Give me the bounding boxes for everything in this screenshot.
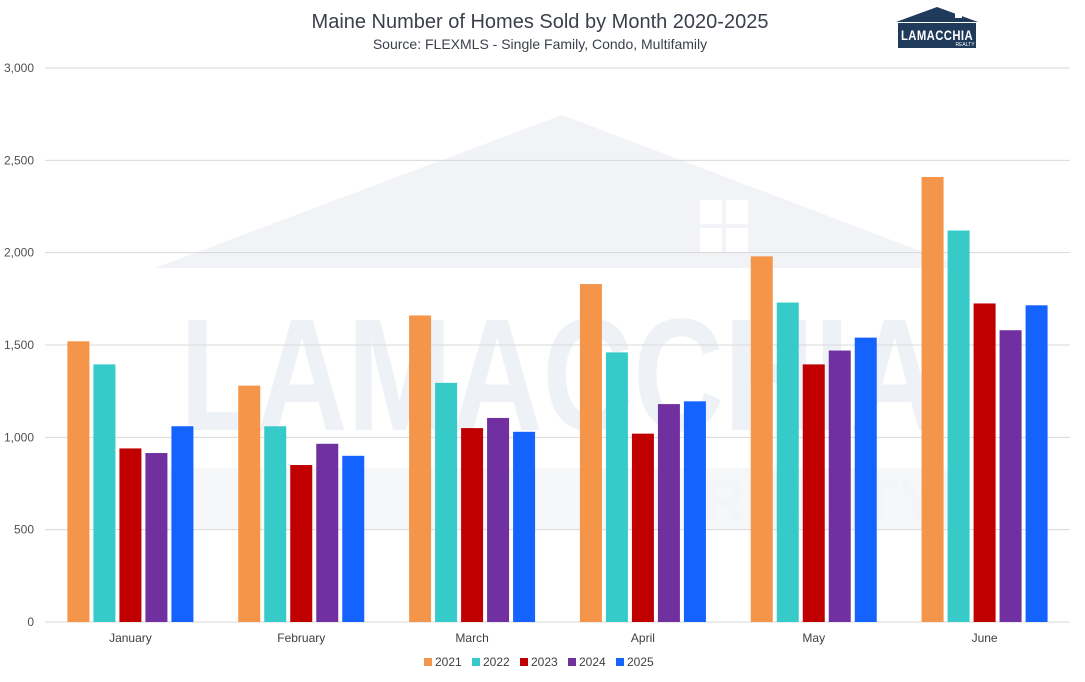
bar-2025-june (1025, 305, 1048, 622)
bar-2024-may (828, 350, 851, 622)
bar-2025-february (342, 455, 365, 622)
bar-2021-march (409, 315, 432, 622)
legend: 2021 2022 2023 2024 2025 (424, 655, 654, 669)
x-axis: January February March April May June (109, 631, 998, 645)
bar-2022-april (605, 352, 628, 622)
bar-2024-june (999, 330, 1022, 622)
bar-2021-may (750, 256, 773, 622)
y-tick-label: 2,500 (4, 153, 34, 167)
bar-2023-march (461, 428, 484, 622)
x-tick-label: April (631, 631, 655, 645)
y-tick-label: 2,000 (4, 246, 34, 260)
watermark-roof (155, 115, 965, 268)
bar-2021-june (921, 176, 944, 622)
legend-label-2023: 2023 (531, 655, 558, 669)
legend-label-2022: 2022 (483, 655, 510, 669)
chart-title: Maine Number of Homes Sold by Month 2020… (312, 11, 769, 33)
legend-swatch-2022 (472, 658, 480, 666)
bar-2024-january (145, 453, 168, 622)
bar-2023-january (119, 448, 142, 622)
bar-2021-january (67, 341, 90, 622)
x-tick-label: February (277, 631, 325, 645)
bar-2022-february (264, 426, 287, 622)
bar-2024-april (657, 404, 680, 622)
y-axis: 0 500 1,000 1,500 2,000 2,500 3,000 (4, 61, 34, 629)
y-tick-label: 3,000 (4, 61, 34, 75)
legend-label-2024: 2024 (579, 655, 606, 669)
legend-label-2021: 2021 (435, 655, 462, 669)
bar-2025-april (683, 401, 706, 622)
bars-layer (67, 176, 1048, 623)
logo-window-icon (955, 11, 962, 18)
watermark-window-bar-h (700, 224, 748, 228)
legend-swatch-2021 (424, 658, 432, 666)
x-tick-label: May (802, 631, 825, 645)
bar-2021-february (238, 385, 261, 622)
bar-2025-may (854, 337, 877, 622)
x-tick-label: June (972, 631, 998, 645)
y-tick-label: 0 (27, 615, 34, 629)
bar-2023-february (290, 465, 313, 622)
logo-brand: LAMACCHIA (901, 27, 973, 43)
y-tick-label: 1,000 (4, 430, 34, 444)
x-tick-label: January (109, 631, 152, 645)
bar-2025-march (513, 431, 536, 622)
bar-2023-april (631, 433, 654, 622)
bar-2022-march (435, 382, 458, 622)
grid-layer (45, 67, 1070, 623)
brand-logo: LAMACCHIA REALTY (896, 7, 978, 48)
bar-2025-january (171, 426, 194, 622)
logo-plate (898, 23, 976, 48)
bar-2022-january (93, 364, 116, 622)
bar-2022-may (776, 302, 799, 622)
logo-roof-icon (896, 7, 978, 22)
bar-2022-june (947, 230, 970, 623)
y-tick-label: 500 (14, 523, 34, 537)
bar-2024-february (316, 443, 339, 622)
bar-2023-may (802, 364, 825, 622)
legend-swatch-2025 (616, 658, 624, 666)
y-tick-label: 1,500 (4, 338, 34, 352)
logo-sub: REALTY (955, 42, 975, 48)
bar-2023-june (973, 303, 996, 622)
bar-2024-march (487, 417, 510, 622)
x-tick-label: March (455, 631, 488, 645)
legend-label-2025: 2025 (627, 655, 654, 669)
legend-swatch-2024 (568, 658, 576, 666)
legend-swatch-2023 (520, 658, 528, 666)
bar-2021-april (579, 284, 602, 622)
chart-subtitle: Source: FLEXMLS - Single Family, Condo, … (373, 36, 707, 52)
